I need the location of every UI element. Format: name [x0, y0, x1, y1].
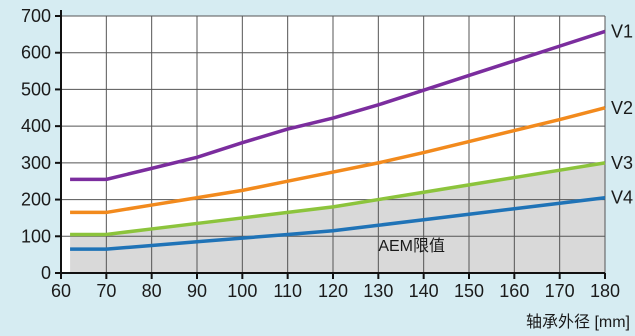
x-tick-label-160: 160	[499, 281, 529, 301]
x-tick-label-170: 170	[545, 281, 575, 301]
series-line-v3	[70, 161, 606, 237]
x-tick-label-60: 60	[51, 281, 71, 301]
y-tick-label-100: 100	[21, 226, 51, 246]
y-tick-label-700: 700	[21, 6, 51, 26]
y-tick-label-500: 500	[21, 79, 51, 99]
series-label-v1: V1	[611, 21, 633, 41]
x-tick-label-180: 180	[590, 281, 620, 301]
y-tick-label-600: 600	[21, 43, 51, 63]
x-axis-label: 轴承外径 [mm]	[526, 313, 630, 331]
x-tick-label-120: 120	[318, 281, 348, 301]
x-tick-label-80: 80	[142, 281, 162, 301]
series-line-v2	[70, 106, 606, 215]
y-tick-label-0: 0	[41, 263, 51, 283]
y-tick-label-200: 200	[21, 190, 51, 210]
series-line-v4	[70, 195, 606, 251]
x-tick-label-100: 100	[227, 281, 257, 301]
y-tick-label-400: 400	[21, 116, 51, 136]
series-label-v2: V2	[611, 98, 633, 118]
grid-layer	[61, 15, 606, 273]
x-tick-label-70: 70	[96, 281, 116, 301]
aem-shaded-region-layer	[70, 162, 606, 273]
series-layer	[70, 29, 606, 251]
axis-layer	[55, 10, 606, 279]
aem-limit-annotation: AEM限值	[378, 237, 445, 255]
x-tick-label-110: 110	[273, 281, 302, 301]
x-tick-label-90: 90	[187, 281, 207, 301]
label-layer: 0 100 200 300 400 500 600 700 60 70 80 90 100 110 120 1…	[21, 6, 633, 301]
series-label-v3: V3	[611, 153, 633, 173]
y-tick-label-300: 300	[21, 153, 51, 173]
x-tick-label-140: 140	[409, 281, 439, 301]
x-tick-label-150: 150	[454, 281, 484, 301]
aem-limit-region	[70, 162, 606, 273]
x-tick-label-130: 130	[363, 281, 393, 301]
series-line-v1	[70, 29, 606, 182]
series-label-v4: V4	[611, 188, 633, 208]
